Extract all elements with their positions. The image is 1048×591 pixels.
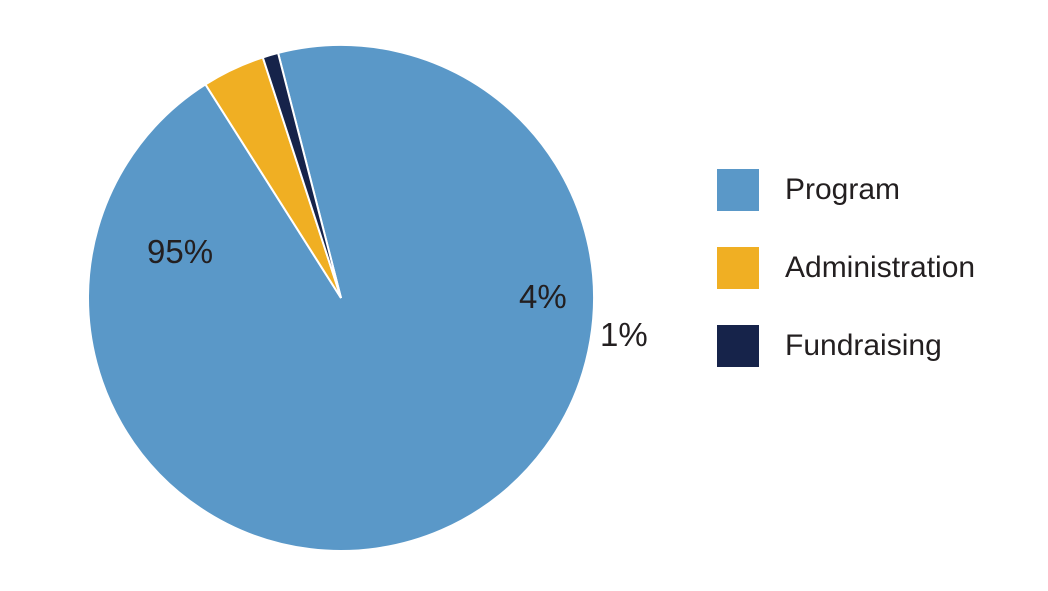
legend-item-administration: Administration [717, 247, 975, 289]
legend: Program Administration Fundraising [717, 169, 975, 367]
legend-item-fundraising: Fundraising [717, 325, 975, 367]
legend-item-program: Program [717, 169, 975, 211]
chart-stage: 95% 4% 1% Program Administration Fundrai… [0, 0, 1048, 591]
legend-label-program: Program [785, 173, 900, 207]
legend-label-fundraising: Fundraising [785, 329, 942, 363]
slice-label-program: 95% [147, 233, 213, 271]
swatch-administration [717, 247, 759, 289]
slice-label-administration: 4% [519, 278, 567, 316]
slice-label-fundraising: 1% [600, 316, 648, 354]
swatch-fundraising [717, 325, 759, 367]
swatch-program [717, 169, 759, 211]
legend-label-administration: Administration [785, 251, 975, 285]
